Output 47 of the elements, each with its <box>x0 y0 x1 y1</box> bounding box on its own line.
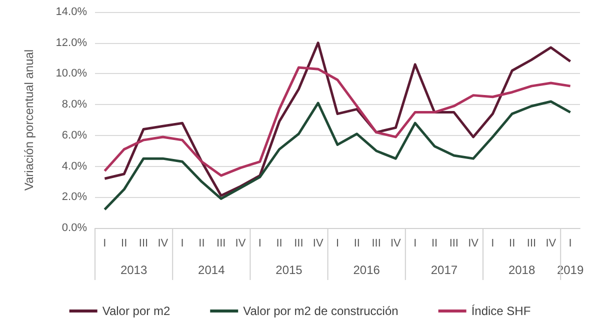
text: 2013 <box>120 263 148 277</box>
x-tick-label: I <box>180 238 184 250</box>
x-tick-label: II <box>276 238 282 250</box>
x-tick-label: III <box>449 238 458 250</box>
x-tick-label: III <box>372 238 381 250</box>
x-tick-label: III <box>138 238 148 250</box>
x-tick-label: II <box>431 238 438 250</box>
x-tick-label: I <box>336 238 340 250</box>
x-tick-label: II <box>354 238 360 250</box>
line-series <box>103 100 572 211</box>
y-tick-label: 12.0% <box>56 36 88 49</box>
x-tick-label: III <box>216 238 226 250</box>
x-tick-label: IV <box>312 238 324 250</box>
x-tick-label: IV <box>390 238 402 250</box>
text: 2015 <box>276 263 303 277</box>
x-tick-label: IV <box>158 238 169 250</box>
x-tick-label: II <box>198 238 205 250</box>
x-tick-label: I <box>103 238 106 250</box>
line-series <box>103 42 572 197</box>
x-tick-label: II <box>509 238 516 250</box>
x-tick-label: I <box>568 238 572 250</box>
text: 2018 <box>508 263 536 277</box>
x-tick-label: IV <box>235 238 246 250</box>
legend-label: Valor por m2 <box>102 304 170 318</box>
y-tick-label: 2.0% <box>62 191 88 204</box>
y-tick-label: 10.0% <box>56 68 88 80</box>
y-axis-title: Variación porcentual anual <box>22 49 36 191</box>
x-tick-label: I <box>491 238 494 250</box>
line-series <box>103 66 572 177</box>
y-tick-label: 8.0% <box>62 98 88 111</box>
x-tick-label: I <box>414 238 417 250</box>
x-tick-label: III <box>294 238 304 250</box>
x-tick-label: I <box>258 238 262 250</box>
text: 2019 <box>556 263 584 277</box>
text: 2014 <box>198 263 226 277</box>
text: 2017 <box>430 263 458 277</box>
x-tick-label: III <box>526 238 536 250</box>
y-tick-label: 0.0% <box>62 222 88 234</box>
text: 2016 <box>353 263 380 277</box>
x-tick-label: IV <box>546 238 557 250</box>
legend-label: Valor por m2 de construcción <box>243 304 398 318</box>
y-tick-label: 14.0% <box>56 6 88 18</box>
y-tick-label: 4.0% <box>62 160 88 172</box>
legend-label: Índice SHF <box>471 304 531 318</box>
y-tick-label: 6.0% <box>62 129 88 142</box>
x-tick-label: II <box>121 238 128 250</box>
x-tick-label: IV <box>468 238 480 250</box>
